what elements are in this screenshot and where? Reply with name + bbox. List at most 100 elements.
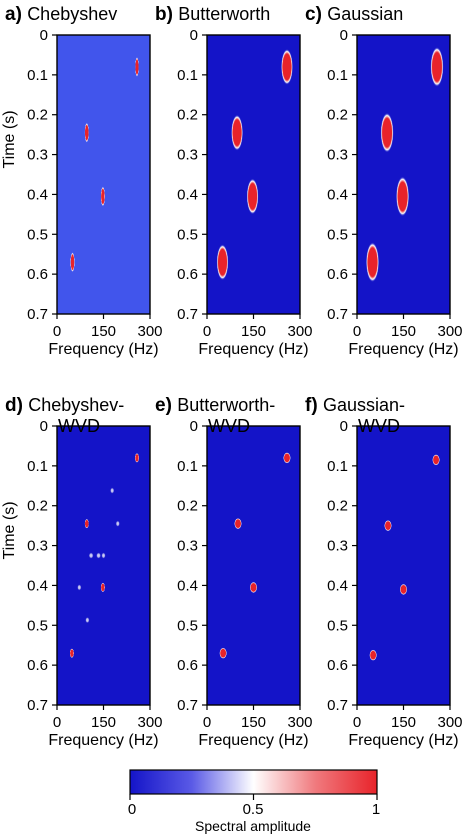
heatmap-spot [430,46,444,87]
x-tick-label: 0 [353,714,361,731]
x-tick-label: 150 [91,714,116,731]
heatmap-spot [396,176,410,217]
y-tick-label: 0.3 [177,147,198,164]
y-tick-label: 0.2 [27,498,48,515]
panel-title-line2: WVD [58,416,100,436]
y-tick-label: 0.1 [177,458,198,475]
heatmap-spot [135,56,139,77]
y-tick-label: 0.7 [327,306,348,323]
heatmap-spot [70,252,75,273]
heatmap-spot [365,242,380,283]
y-axis-label: Time (s) [1,501,18,559]
y-tick-label: 0.3 [177,538,198,555]
y-tick-label: 0.7 [27,697,48,714]
y-axis-label: Time (s) [1,110,18,168]
heatmap-spot [283,452,291,464]
y-tick-label: 0.5 [27,226,48,243]
heatmap-spot [384,520,392,532]
x-tick-label: 150 [241,714,266,731]
y-tick-label: 0.7 [177,306,198,323]
x-axis-label: Frequency (Hz) [48,341,158,358]
y-tick-label: 0.5 [177,226,198,243]
y-tick-label: 0.7 [327,697,348,714]
heatmap-background [357,426,450,705]
y-tick-label: 0.6 [27,657,48,674]
y-tick-label: 0.4 [177,186,198,203]
y-tick-label: 0.6 [177,266,198,283]
y-tick-label: 0.5 [327,617,348,634]
panel-title: b) Butterworth [155,4,270,25]
y-tick-label: 0.5 [177,617,198,634]
heatmap-background [57,426,150,705]
y-tick-label: 0.3 [27,538,48,555]
x-tick-label: 300 [437,714,462,731]
colorbar-gradient [129,769,378,795]
y-tick-label: 0.1 [327,458,348,475]
x-tick-label: 300 [137,323,162,340]
heatmap-spot [134,453,140,463]
heatmap-spot [369,649,377,661]
heatmap-spot [77,584,82,591]
heatmap-spot [231,114,243,151]
heatmap-background [207,426,300,705]
colorbar: 0 0.5 1 Spectral amplitude [128,769,380,834]
y-tick-label: 0.2 [27,107,48,124]
y-tick-label: 0.6 [177,657,198,674]
heatmap-spot [110,487,115,494]
heatmap-spot [234,518,242,530]
x-tick-label: 150 [91,323,116,340]
heatmap-spot [100,582,106,593]
x-tick-label: 150 [241,323,266,340]
heatmap-spot [432,454,440,466]
colorbar-tick-label: 0 [128,801,136,818]
y-tick-label: 0.1 [27,67,48,84]
y-tick-label: 0.3 [327,538,348,555]
x-axis-label: Frequency (Hz) [348,341,458,358]
heatmap-spot [219,647,227,659]
panel-title: f) Gaussian- [305,395,405,416]
x-axis-label: Frequency (Hz) [198,341,308,358]
heatmap-spot [100,186,106,207]
y-tick-label: 0.6 [327,266,348,283]
heatmap-spot [84,518,89,529]
x-axis-label: Frequency (Hz) [198,732,308,749]
y-tick-label: 0.4 [27,186,48,203]
panel-title: e) Butterworth- [155,395,275,416]
y-tick-label: 0.2 [177,498,198,515]
x-tick-label: 300 [137,714,162,731]
y-tick-label: 0.4 [27,577,48,594]
y-tick-label: 0.3 [27,147,48,164]
y-tick-label: 0 [40,418,48,435]
heatmap-spot [69,648,75,658]
y-tick-label: 0.1 [177,67,198,84]
heatmap-spot [216,244,229,281]
x-tick-label: 300 [287,323,312,340]
y-tick-label: 0.5 [327,226,348,243]
heatmap-spot [88,552,94,559]
panel-title-line2: WVD [358,416,400,436]
x-tick-label: 300 [437,323,462,340]
y-tick-label: 0 [190,418,198,435]
y-tick-label: 0.7 [177,697,198,714]
y-tick-label: 0.2 [327,107,348,124]
x-axis-label: Frequency (Hz) [348,732,458,749]
x-tick-label: 150 [391,714,416,731]
heatmap-spot [84,122,89,143]
y-tick-label: 0.1 [27,458,48,475]
heatmap-spot [96,552,102,559]
x-tick-label: 150 [391,323,416,340]
heatmap-spot [246,178,259,215]
x-tick-label: 0 [53,323,61,340]
x-tick-label: 0 [53,714,61,731]
x-tick-label: 300 [287,714,312,731]
panel-title: a) Chebyshev [5,4,117,25]
x-tick-label: 0 [203,323,211,340]
heatmap-spot [281,48,293,85]
colorbar-title: Spectral amplitude [195,818,311,834]
